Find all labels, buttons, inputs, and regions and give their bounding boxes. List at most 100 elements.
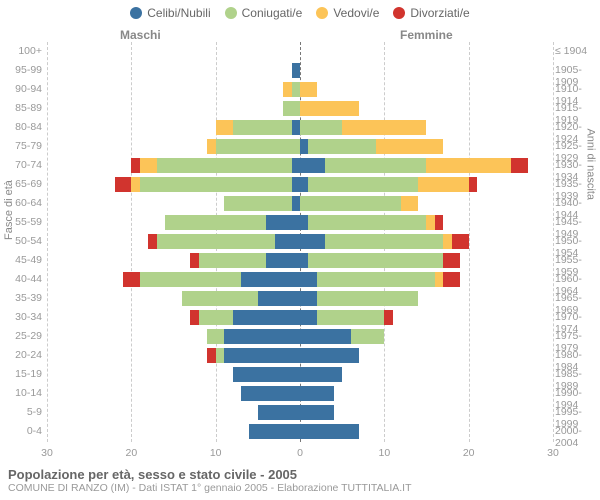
bar-segment	[283, 101, 300, 117]
age-label: 30-34	[0, 311, 42, 323]
bar-segment	[308, 215, 426, 231]
bar-segment	[300, 82, 317, 98]
bar-male	[283, 101, 300, 117]
bar-segment	[131, 158, 139, 174]
bar-male	[115, 177, 301, 193]
bar-female	[300, 348, 359, 364]
age-row: 5-91995-1999	[47, 403, 553, 422]
legend-item: Vedovi/e	[316, 6, 379, 20]
legend-item: Divorziati/e	[393, 6, 469, 20]
bar-female	[300, 367, 342, 383]
bar-female	[300, 101, 359, 117]
bar-segment	[443, 272, 460, 288]
bar-segment	[233, 310, 300, 326]
bar-segment	[443, 234, 451, 250]
bar-segment	[216, 348, 224, 364]
bar-segment	[435, 272, 443, 288]
age-label: 55-59	[0, 216, 42, 228]
bar-male	[165, 215, 300, 231]
bar-segment	[426, 158, 510, 174]
bar-female	[300, 329, 384, 345]
bar-segment	[300, 405, 334, 421]
legend-item: Coniugati/e	[225, 6, 303, 20]
bar-segment	[300, 158, 325, 174]
age-label: 45-49	[0, 254, 42, 266]
bar-female	[300, 158, 528, 174]
bar-segment	[469, 177, 477, 193]
bar-segment	[300, 196, 401, 212]
bar-segment	[300, 329, 351, 345]
age-label: 80-84	[0, 121, 42, 133]
bar-male	[207, 329, 300, 345]
bar-segment	[308, 253, 443, 269]
bar-segment	[241, 272, 300, 288]
bar-female	[300, 424, 359, 440]
age-row: 60-641940-1944	[47, 194, 553, 213]
age-row: 70-741930-1934	[47, 156, 553, 175]
bar-male	[207, 139, 300, 155]
legend-label: Vedovi/e	[333, 6, 379, 20]
bar-segment	[292, 177, 300, 193]
bar-segment	[207, 329, 224, 345]
bar-male	[123, 272, 300, 288]
bar-segment	[140, 158, 157, 174]
bar-male	[190, 253, 300, 269]
bar-female	[300, 82, 317, 98]
age-label: 25-29	[0, 330, 42, 342]
bar-segment	[292, 196, 300, 212]
bar-segment	[300, 215, 308, 231]
bar-segment	[190, 310, 198, 326]
bar-segment	[300, 272, 317, 288]
bar-segment	[300, 291, 317, 307]
bar-segment	[207, 139, 215, 155]
bar-segment	[435, 215, 443, 231]
bar-segment	[131, 177, 139, 193]
age-row: 65-691935-1939	[47, 175, 553, 194]
age-label: 50-54	[0, 235, 42, 247]
bar-segment	[165, 215, 266, 231]
age-label: 10-14	[0, 387, 42, 399]
header-male: Maschi	[120, 28, 161, 42]
chart-area: 3020100102030 100+≤ 190495-991905-190990…	[47, 42, 553, 442]
bar-male	[224, 196, 300, 212]
age-row: 45-491955-1959	[47, 251, 553, 270]
age-label: 65-69	[0, 178, 42, 190]
bar-segment	[275, 234, 300, 250]
bar-male	[241, 386, 300, 402]
bar-segment	[292, 63, 300, 79]
bar-segment	[300, 424, 359, 440]
age-label: 75-79	[0, 140, 42, 152]
bar-male	[233, 367, 300, 383]
bar-male	[292, 63, 300, 79]
bar-female	[300, 139, 443, 155]
bar-segment	[300, 253, 308, 269]
bar-segment	[300, 177, 308, 193]
bar-segment	[300, 234, 325, 250]
chart-footer: Popolazione per età, sesso e stato civil…	[8, 467, 412, 494]
bar-female	[300, 177, 477, 193]
bar-segment	[224, 348, 300, 364]
bar-segment	[216, 120, 233, 136]
bar-male	[148, 234, 300, 250]
legend-swatch	[130, 7, 142, 19]
bar-female	[300, 405, 334, 421]
age-row: 40-441960-1964	[47, 270, 553, 289]
bar-female	[300, 386, 334, 402]
x-tick-label: 10	[210, 447, 222, 459]
age-label: 20-24	[0, 349, 42, 361]
bar-segment	[199, 253, 266, 269]
bar-segment	[384, 310, 392, 326]
legend-swatch	[225, 7, 237, 19]
bar-segment	[182, 291, 258, 307]
age-row: 25-291975-1979	[47, 327, 553, 346]
legend-label: Celibi/Nubili	[147, 6, 210, 20]
birth-year-label: 2000-2004	[555, 425, 600, 449]
bar-segment	[266, 215, 300, 231]
bar-segment	[292, 158, 300, 174]
bar-segment	[300, 139, 308, 155]
age-row: 100+≤ 1904	[47, 42, 553, 61]
legend-item: Celibi/Nubili	[130, 6, 210, 20]
age-label: 95-99	[0, 64, 42, 76]
bar-segment	[300, 310, 317, 326]
bar-segment	[224, 196, 291, 212]
